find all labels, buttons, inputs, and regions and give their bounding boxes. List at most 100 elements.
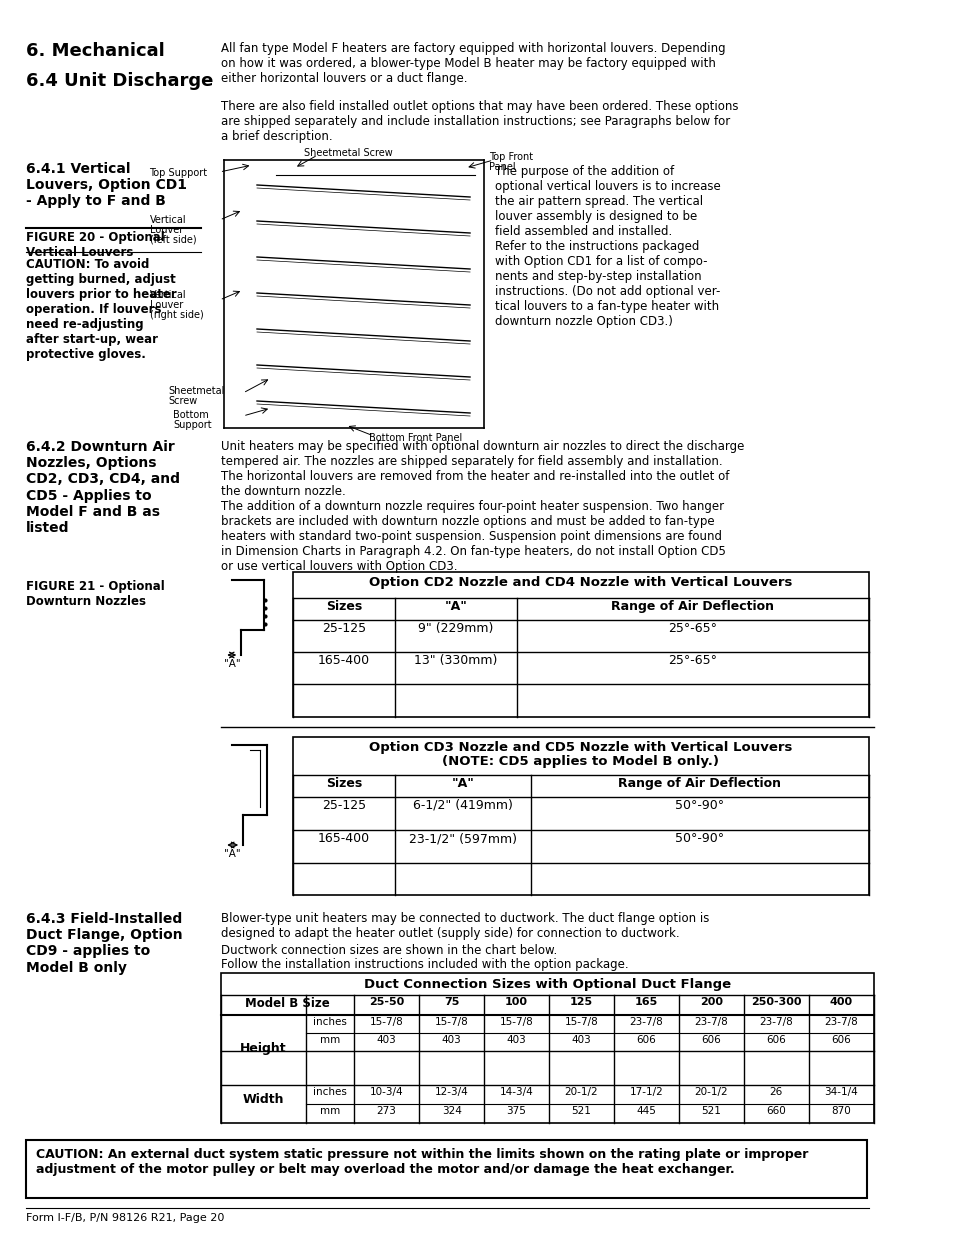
Text: 23-7/8: 23-7/8 — [823, 1016, 858, 1028]
Text: "A": "A" — [451, 777, 474, 790]
Text: 10-3/4: 10-3/4 — [370, 1087, 403, 1097]
Text: 17-1/2: 17-1/2 — [629, 1087, 662, 1097]
Text: (right side): (right side) — [150, 310, 203, 320]
Text: (left side): (left side) — [150, 235, 196, 245]
Text: The addition of a downturn nozzle requires four-point heater suspension. Two han: The addition of a downturn nozzle requir… — [221, 500, 725, 573]
Text: (NOTE: CD5 applies to Model B only.): (NOTE: CD5 applies to Model B only.) — [442, 755, 719, 768]
Text: 23-7/8: 23-7/8 — [694, 1016, 727, 1028]
Text: 521: 521 — [700, 1107, 720, 1116]
Text: Range of Air Deflection: Range of Air Deflection — [611, 600, 774, 613]
Text: 34-1/4: 34-1/4 — [823, 1087, 858, 1097]
Text: inches: inches — [313, 1087, 347, 1097]
Text: 6. Mechanical: 6. Mechanical — [26, 42, 165, 61]
Text: Blower-type unit heaters may be connected to ductwork. The duct flange option is: Blower-type unit heaters may be connecte… — [221, 911, 709, 940]
Text: 15-7/8: 15-7/8 — [370, 1016, 403, 1028]
Text: 606: 606 — [765, 1035, 785, 1045]
Text: 403: 403 — [376, 1035, 396, 1045]
Text: 25-125: 25-125 — [321, 622, 366, 635]
Text: 165-400: 165-400 — [317, 655, 370, 667]
Text: Duct Connection Sizes with Optional Duct Flange: Duct Connection Sizes with Optional Duct… — [364, 978, 730, 990]
Text: 521: 521 — [571, 1107, 591, 1116]
Text: 165: 165 — [634, 997, 658, 1007]
Text: 400: 400 — [829, 997, 852, 1007]
Text: Form I-F/B, P/N 98126 R21, Page 20: Form I-F/B, P/N 98126 R21, Page 20 — [26, 1213, 224, 1223]
Text: 25-50: 25-50 — [369, 997, 404, 1007]
Text: Option CD2 Nozzle and CD4 Nozzle with Vertical Louvers: Option CD2 Nozzle and CD4 Nozzle with Ve… — [369, 576, 792, 589]
Text: Louver: Louver — [150, 300, 183, 310]
Text: 606: 606 — [831, 1035, 850, 1045]
Text: 445: 445 — [636, 1107, 656, 1116]
Text: 12-3/4: 12-3/4 — [435, 1087, 468, 1097]
Text: Bottom Front Panel: Bottom Front Panel — [369, 433, 462, 443]
Text: 50°-90°: 50°-90° — [675, 832, 723, 845]
Text: Unit heaters may be specified with optional downturn air nozzles to direct the d: Unit heaters may be specified with optio… — [221, 440, 744, 498]
Text: Model B Size: Model B Size — [245, 997, 330, 1010]
Text: 200: 200 — [700, 997, 722, 1007]
Text: 606: 606 — [700, 1035, 720, 1045]
Text: 20-1/2: 20-1/2 — [564, 1087, 598, 1097]
Text: 50°-90°: 50°-90° — [675, 799, 723, 811]
Text: 15-7/8: 15-7/8 — [564, 1016, 598, 1028]
Text: Top Support: Top Support — [150, 168, 208, 178]
Text: 375: 375 — [506, 1107, 526, 1116]
Text: "A": "A" — [224, 848, 241, 860]
Text: Screw: Screw — [168, 396, 197, 406]
Text: Sizes: Sizes — [325, 600, 361, 613]
Text: 403: 403 — [441, 1035, 461, 1045]
Text: 6.4.1 Vertical
Louvers, Option CD1
- Apply to F and B: 6.4.1 Vertical Louvers, Option CD1 - App… — [26, 162, 187, 209]
Text: Vertical: Vertical — [150, 215, 186, 225]
Text: 9" (229mm): 9" (229mm) — [418, 622, 494, 635]
Text: 403: 403 — [571, 1035, 591, 1045]
Text: FIGURE 21 - Optional
Downturn Nozzles: FIGURE 21 - Optional Downturn Nozzles — [26, 580, 165, 608]
Text: inches: inches — [313, 1016, 347, 1028]
Bar — [293, 572, 868, 718]
Text: Top Front: Top Front — [488, 152, 533, 162]
Text: mm: mm — [319, 1035, 339, 1045]
Text: 324: 324 — [441, 1107, 461, 1116]
Text: 23-1/2" (597mm): 23-1/2" (597mm) — [409, 832, 517, 845]
Text: 6.4.2 Downturn Air
Nozzles, Options
CD2, CD3, CD4, and
CD5 - Applies to
Model F : 6.4.2 Downturn Air Nozzles, Options CD2,… — [26, 440, 180, 535]
Text: There are also field installed outlet options that may have been ordered. These : There are also field installed outlet op… — [221, 100, 739, 143]
Text: CAUTION: An external duct system static pressure not within the limits shown on : CAUTION: An external duct system static … — [35, 1149, 807, 1176]
Text: Sheetmetal Screw: Sheetmetal Screw — [303, 148, 392, 158]
Bar — [293, 737, 868, 895]
Text: 20-1/2: 20-1/2 — [694, 1087, 727, 1097]
Text: 273: 273 — [376, 1107, 396, 1116]
Text: 25-125: 25-125 — [321, 799, 366, 811]
Text: 15-7/8: 15-7/8 — [435, 1016, 468, 1028]
Text: 125: 125 — [569, 997, 593, 1007]
Text: FIGURE 20 - Optional
Vertical Louvers: FIGURE 20 - Optional Vertical Louvers — [26, 231, 165, 259]
Text: Ductwork connection sizes are shown in the chart below.: Ductwork connection sizes are shown in t… — [221, 944, 558, 957]
Text: 23-7/8: 23-7/8 — [759, 1016, 792, 1028]
Text: 660: 660 — [765, 1107, 785, 1116]
Text: 13" (330mm): 13" (330mm) — [414, 655, 497, 667]
Text: 25°-65°: 25°-65° — [668, 622, 717, 635]
Text: Height: Height — [240, 1042, 287, 1055]
Text: Width: Width — [242, 1093, 284, 1107]
Text: 25°-65°: 25°-65° — [668, 655, 717, 667]
Text: Vertical: Vertical — [150, 290, 186, 300]
Text: 75: 75 — [443, 997, 458, 1007]
Text: 606: 606 — [636, 1035, 656, 1045]
Text: 403: 403 — [506, 1035, 526, 1045]
Text: Louver: Louver — [150, 225, 183, 235]
Text: 6.4.3 Field-Installed
Duct Flange, Option
CD9 - applies to
Model B only: 6.4.3 Field-Installed Duct Flange, Optio… — [26, 911, 183, 974]
Text: Support: Support — [172, 420, 212, 430]
Text: Range of Air Deflection: Range of Air Deflection — [618, 777, 781, 790]
Text: 100: 100 — [504, 997, 528, 1007]
Text: 250-300: 250-300 — [750, 997, 801, 1007]
Text: All fan type Model F heaters are factory equipped with horizontal louvers. Depen: All fan type Model F heaters are factory… — [221, 42, 725, 85]
Text: mm: mm — [319, 1107, 339, 1116]
Text: Sheetmetal: Sheetmetal — [168, 387, 224, 396]
Text: 165-400: 165-400 — [317, 832, 370, 845]
Text: Bottom: Bottom — [172, 410, 209, 420]
Text: "A": "A" — [444, 600, 467, 613]
Bar — [26, 1140, 866, 1198]
Text: 15-7/8: 15-7/8 — [499, 1016, 533, 1028]
Text: 6.4 Unit Discharge: 6.4 Unit Discharge — [26, 72, 213, 90]
Text: Sizes: Sizes — [325, 777, 361, 790]
Text: 14-3/4: 14-3/4 — [499, 1087, 533, 1097]
Text: Option CD3 Nozzle and CD5 Nozzle with Vertical Louvers: Option CD3 Nozzle and CD5 Nozzle with Ve… — [369, 741, 792, 755]
Text: 870: 870 — [831, 1107, 850, 1116]
Text: 23-7/8: 23-7/8 — [629, 1016, 662, 1028]
